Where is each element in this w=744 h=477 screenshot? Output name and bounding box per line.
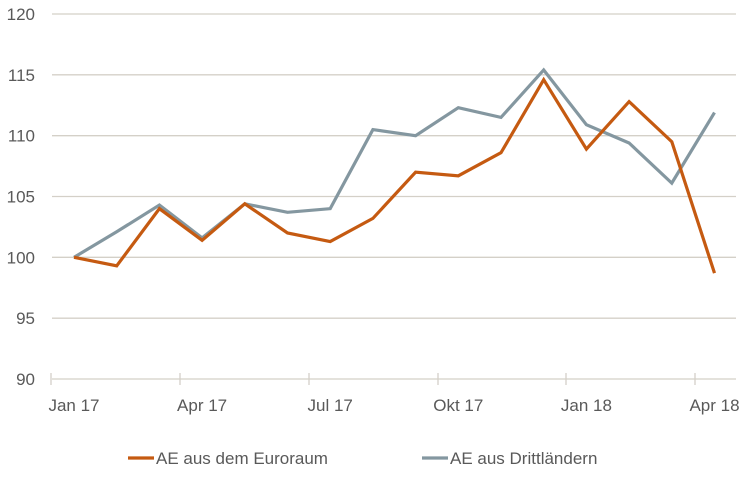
legend-label: AE aus Drittländern (450, 449, 597, 468)
legend: AE aus dem Euroraum AE aus Drittländern (128, 449, 597, 468)
gridlines (52, 13, 736, 319)
y-tick-label: 90 (16, 370, 35, 389)
x-tick-label: Jan 17 (48, 396, 99, 415)
x-tick-label: Apr 17 (177, 396, 227, 415)
y-tick-label: 120 (7, 5, 35, 24)
y-tick-label: 115 (8, 66, 35, 85)
legend-label: AE aus dem Euroraum (156, 449, 328, 468)
series-line-1 (73, 67, 716, 259)
x-axis: Jan 17 Apr 17 Jul 17 Okt 17 Jan 18 Apr 18 (48, 373, 740, 415)
x-tick-label: Okt 17 (433, 396, 483, 415)
y-axis: 90 95 100 105 110 115 120 (7, 5, 35, 389)
series-lines (73, 67, 717, 274)
y-tick-label: 95 (16, 309, 35, 328)
series-line-0 (73, 76, 717, 274)
y-tick-label: 110 (8, 127, 35, 146)
y-tick-label: 100 (7, 248, 35, 267)
x-tick-label: Jul 17 (308, 396, 353, 415)
x-tick-label: Apr 18 (689, 396, 739, 415)
x-tick-label: Jan 18 (561, 396, 612, 415)
y-tick-label: 105 (7, 188, 35, 207)
